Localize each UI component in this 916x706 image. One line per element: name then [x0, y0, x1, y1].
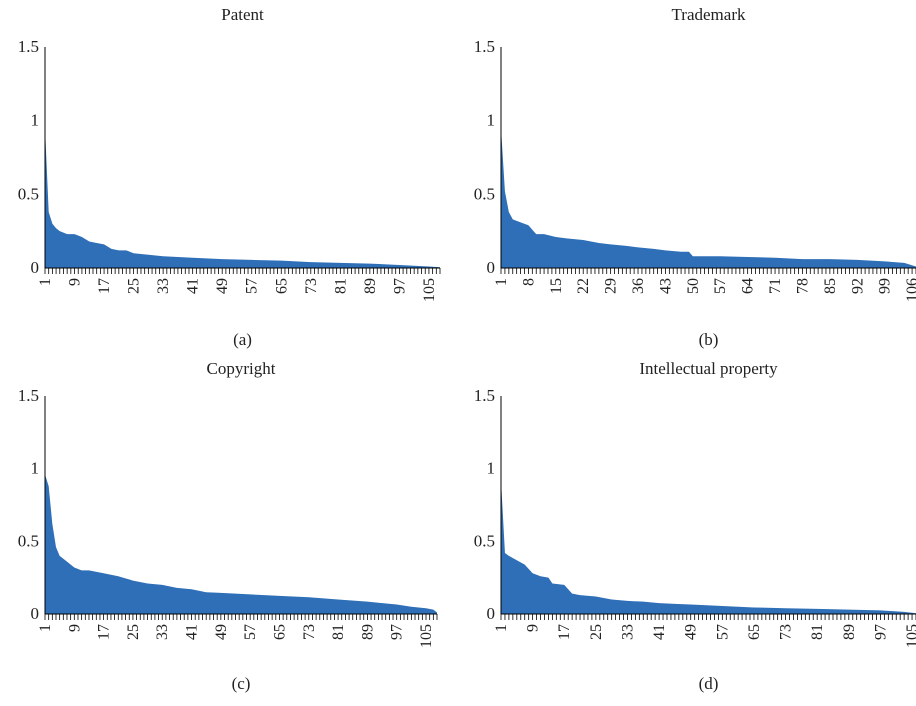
x-tick-label: 57: [242, 624, 259, 640]
area-series: [501, 128, 916, 268]
x-tick-label: 33: [619, 624, 636, 640]
x-tick-label: 73: [301, 624, 318, 640]
x-tick-label: 97: [872, 624, 889, 640]
chart-panel-b: Trademark 0 0.5 1 1.5 1 8 15 22 29 36 43 50 57 64 71 78 8…: [463, 0, 916, 361]
x-tick-label: 49: [683, 624, 700, 640]
x-tick-label: 57: [714, 624, 731, 640]
x-tick-label: 25: [588, 624, 605, 640]
x-tick-label: 15: [548, 278, 565, 294]
x-tick-label: 43: [657, 278, 674, 294]
chart-caption: (c): [232, 674, 251, 693]
x-tick-label: 1: [37, 624, 54, 632]
x-tick-label: 22: [575, 278, 592, 294]
y-tick-label: 1.5: [474, 37, 495, 56]
x-tick-label: 92: [849, 278, 866, 294]
x-tick-label: 33: [154, 624, 171, 640]
x-tick-label: 65: [271, 624, 288, 640]
x-tick-label: 9: [525, 624, 542, 632]
x-tick-label: 81: [809, 624, 826, 640]
x-tick-label: 1: [493, 624, 510, 632]
y-tick-label: 0.5: [474, 531, 495, 550]
chart-svg-d: Intellectual property 0 0.5 1 1.5 1 9 17 25 33 41 4…: [474, 359, 916, 693]
x-tick-label: 64: [740, 278, 757, 294]
chart-panel-d: Intellectual property 0 0.5 1 1.5 1 9 17 25 33 41 4…: [463, 356, 916, 706]
x-tick-label: 73: [778, 624, 795, 640]
x-tick-label: 105: [421, 278, 438, 302]
y-tick-label: 0.5: [18, 184, 39, 203]
x-tick-label: 89: [841, 624, 858, 640]
y-tick-label: 0.5: [18, 531, 39, 550]
x-tick-label: 81: [330, 624, 347, 640]
chart-title: Intellectual property: [639, 359, 778, 378]
chart-caption: (b): [699, 330, 719, 349]
x-tick-label: 36: [630, 278, 647, 294]
x-tick-label: 1: [37, 278, 54, 286]
chart-title: Patent: [221, 5, 264, 24]
x-tick-label: 41: [184, 624, 201, 640]
x-tick-label: 71: [767, 278, 784, 294]
x-tick-label: 17: [556, 624, 573, 640]
x-tick-label: 17: [96, 624, 113, 640]
area-series: [501, 480, 916, 614]
area-series: [45, 474, 437, 614]
y-tick-label: 1: [31, 111, 40, 130]
chart-panel-c: Copyright 0 0.5 1 1.5 1 9 17 25 33 41 49 57 65 73 81 89 9…: [0, 356, 453, 706]
y-tick-label: 0: [487, 258, 496, 277]
x-tick-label: 97: [389, 624, 406, 640]
x-tick-label: 33: [155, 278, 172, 294]
y-tick-label: 1: [487, 459, 496, 478]
y-tick-label: 1: [31, 459, 40, 478]
y-tick-label: 1.5: [18, 37, 39, 56]
chart-panel-a: Patent 0 0.5 1 1.5 1 9 17 25 33 41 49 57 65 73 81 89 97 10…: [0, 0, 453, 361]
x-tick-label: 9: [67, 278, 84, 286]
x-tick-label: 105: [418, 624, 435, 648]
chart-svg-b: Trademark 0 0.5 1 1.5 1 8 15 22 29 36 43 50 57 64 71 78 8…: [474, 5, 916, 349]
x-tick-label: 49: [213, 624, 230, 640]
area-series: [45, 128, 440, 268]
chart-caption: (d): [699, 674, 719, 693]
x-tick-label: 57: [712, 278, 729, 294]
x-tick-label: 25: [125, 624, 142, 640]
y-tick-label: 0: [31, 604, 40, 623]
x-tick-label: 17: [96, 278, 113, 294]
y-tick-label: 0: [31, 258, 40, 277]
x-tick-label: 41: [651, 624, 668, 640]
x-tick-label: 89: [359, 624, 376, 640]
chart-caption: (a): [233, 330, 252, 349]
chart-title: Trademark: [672, 5, 746, 24]
x-tick-label: 78: [794, 278, 811, 294]
x-tick-label: 105: [904, 624, 916, 648]
chart-svg-a: Patent 0 0.5 1 1.5 1 9 17 25 33 41 49 57 65 73 81 89 97 10…: [18, 5, 441, 349]
chart-title: Copyright: [207, 359, 276, 378]
x-tick-label: 85: [822, 278, 839, 294]
y-tick-label: 1: [487, 111, 496, 130]
x-tick-label: 1: [493, 278, 510, 286]
chart-svg-c: Copyright 0 0.5 1 1.5 1 9 17 25 33 41 49 57 65 73 81 89 9…: [18, 359, 438, 693]
x-tick-label: 9: [66, 624, 83, 632]
y-tick-label: 1.5: [474, 386, 495, 405]
x-tick-label: 73: [303, 278, 320, 294]
x-tick-label: 65: [746, 624, 763, 640]
x-tick-label: 41: [185, 278, 202, 294]
x-tick-label: 8: [520, 278, 537, 286]
x-tick-label: 57: [244, 278, 261, 294]
y-tick-label: 0: [487, 604, 496, 623]
x-tick-label: 29: [603, 278, 620, 294]
x-tick-label: 25: [126, 278, 143, 294]
x-tick-label: 97: [391, 278, 408, 294]
x-tick-label: 81: [332, 278, 349, 294]
x-tick-label: 99: [877, 278, 894, 294]
x-tick-label: 65: [273, 278, 290, 294]
y-tick-label: 1.5: [18, 386, 39, 405]
x-tick-label: 50: [685, 278, 702, 294]
y-tick-label: 0.5: [474, 184, 495, 203]
x-tick-label: 106: [904, 278, 916, 302]
x-tick-label: 89: [362, 278, 379, 294]
x-tick-label: 49: [214, 278, 231, 294]
